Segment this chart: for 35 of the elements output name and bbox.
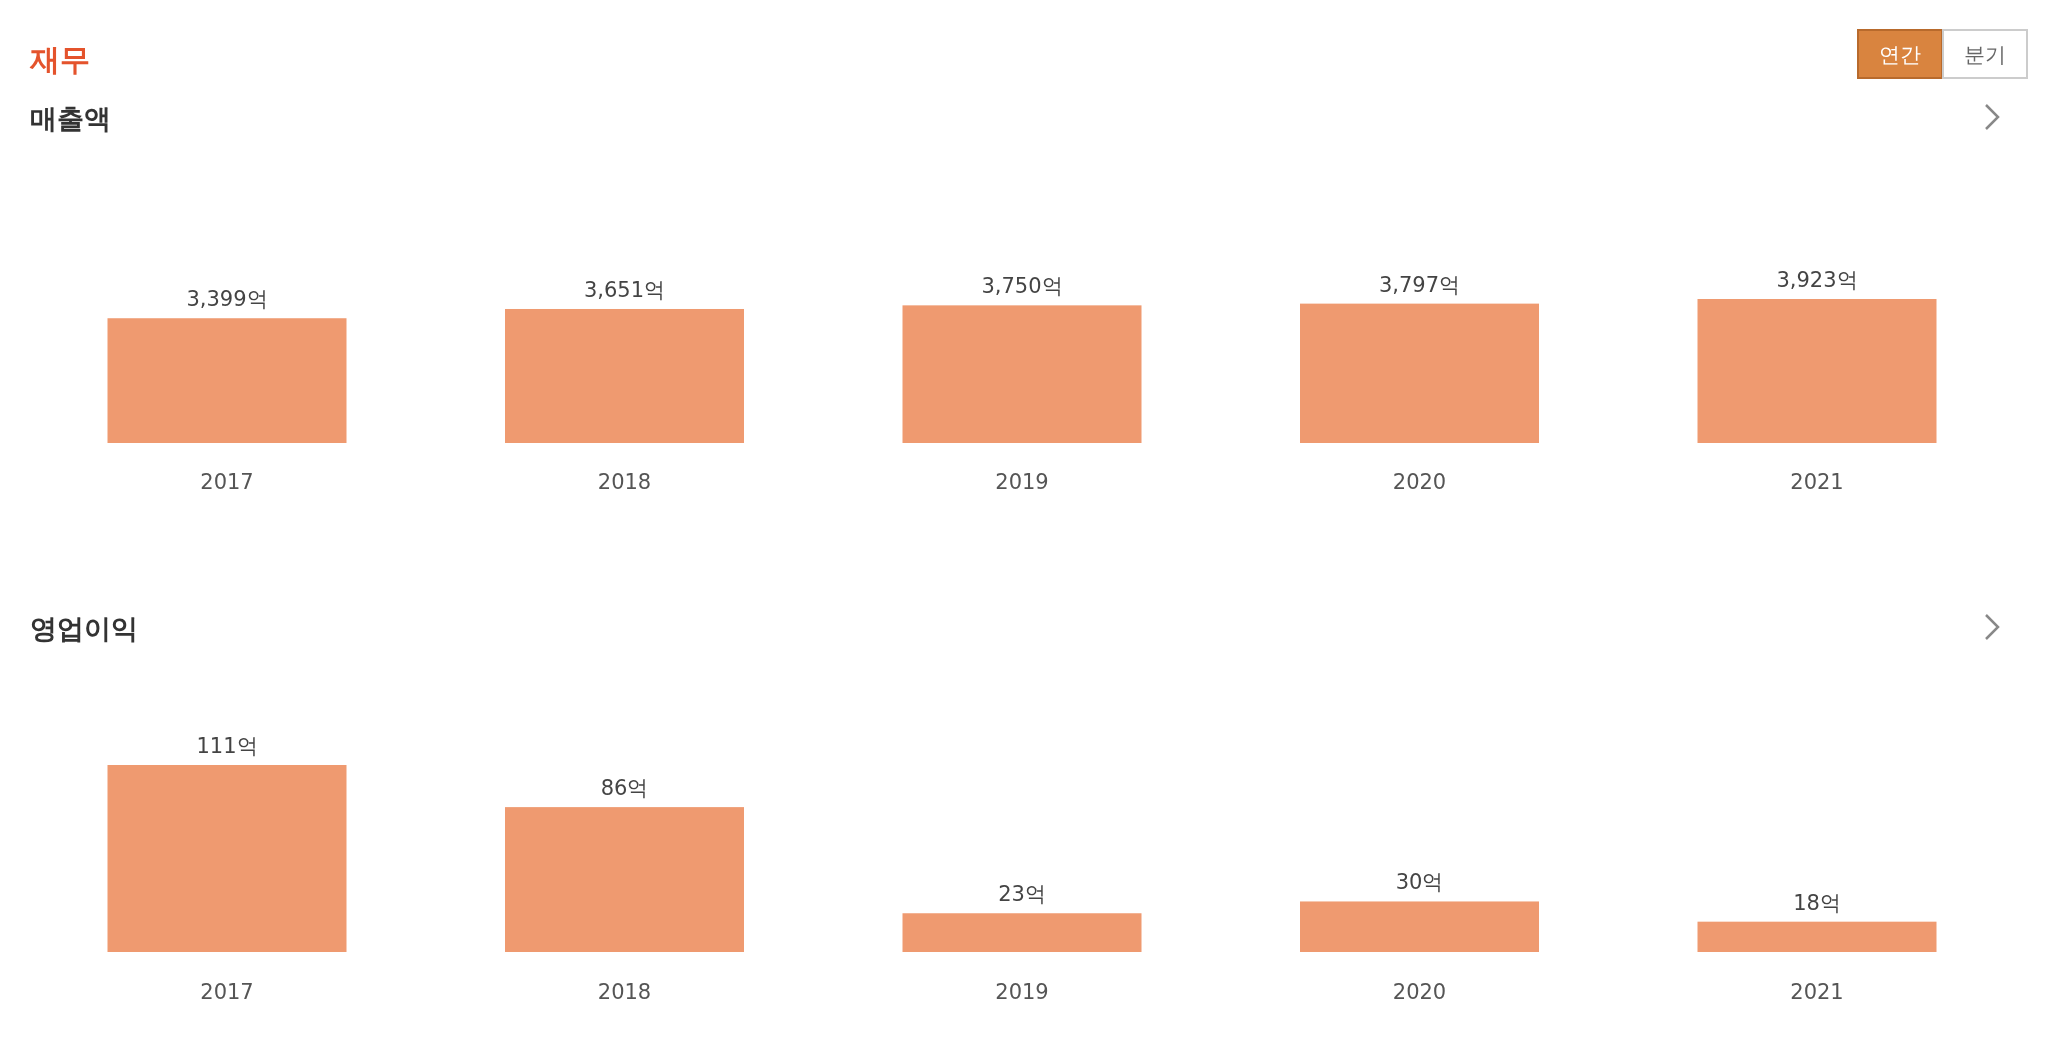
x-tick-label: 2021 [1790, 980, 1844, 1004]
text: 연간 [1879, 43, 1921, 67]
bar [1300, 303, 1539, 443]
x-tick-label: 2018 [597, 980, 652, 1004]
x-tick-label: 2021 [1790, 470, 1844, 494]
bar [1697, 921, 1937, 952]
data-label: 18억 [1793, 890, 1841, 915]
bar [505, 807, 744, 952]
bar [1697, 299, 1937, 443]
x-tick-label: 2017 [200, 980, 254, 1004]
data-label: 111억 [196, 734, 258, 758]
data-label: 3,399억 [186, 287, 268, 312]
bar [902, 305, 1142, 443]
text: 재무 [29, 42, 90, 77]
chart-title: 영업이익 [30, 613, 138, 644]
data-label: 86억 [600, 776, 649, 801]
data-label: 3,750억 [981, 274, 1063, 299]
data-label: 3,797억 [1378, 272, 1461, 297]
x-tick-label: 2018 [597, 470, 652, 494]
x-tick-label: 2019 [995, 980, 1049, 1004]
data-label: 30억 [1395, 870, 1444, 895]
data-label: 3,923억 [1776, 268, 1858, 292]
x-tick-label: 2019 [995, 470, 1049, 494]
bar [902, 913, 1142, 952]
x-tick-label: 2020 [1392, 980, 1447, 1004]
x-tick-label: 2017 [200, 470, 254, 494]
data-label: 23억 [998, 882, 1046, 907]
chart-title: 매출액 [30, 103, 111, 134]
bar [505, 308, 744, 443]
bar [1300, 901, 1539, 952]
bar [107, 765, 347, 952]
text: 분기 [1964, 43, 2006, 67]
bar [107, 318, 347, 443]
data-label: 3,651억 [583, 277, 666, 302]
x-tick-label: 2020 [1392, 470, 1447, 494]
